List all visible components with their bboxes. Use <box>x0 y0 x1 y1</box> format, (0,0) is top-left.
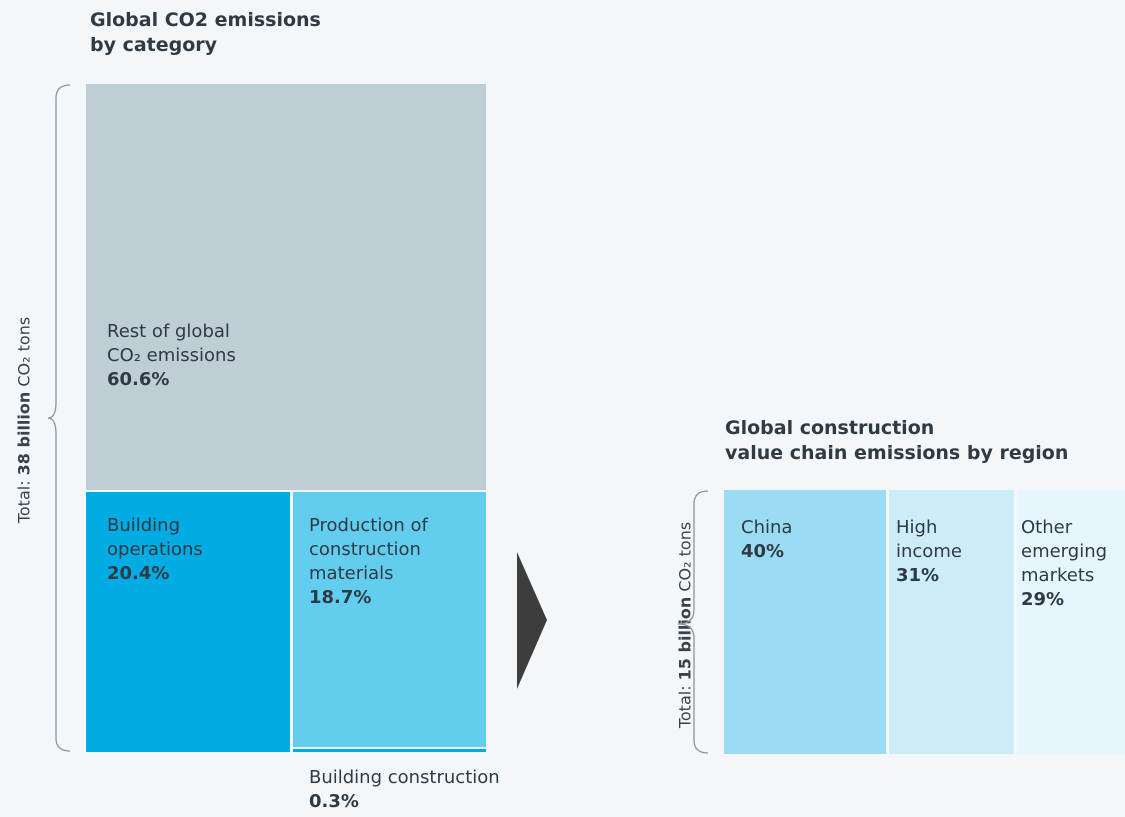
cell-label-building-construction: Building construction 0.3% <box>309 766 500 814</box>
chart2-title-line2: value chain emissions by region <box>725 442 1069 464</box>
cell-name-line: Production of <box>309 515 428 536</box>
cell-name-line: materials <box>309 563 394 584</box>
cell-label-rest-of-global: Rest of global CO₂ emissions 60.6% <box>107 320 236 392</box>
treemap-cell-production-materials: Production of construction materials 18.… <box>293 492 486 747</box>
cell-value-other-emerging-markets: 29% <box>1021 589 1065 610</box>
chart1-total-label: Total: 38 billion CO₂ tons <box>15 317 34 523</box>
treemap-cell-building-construction <box>293 749 486 752</box>
cell-name-line: income <box>896 541 962 562</box>
cell-label-china: China 40% <box>741 516 792 564</box>
chart2-total-brace <box>677 490 709 754</box>
cell-name-line: Building construction <box>309 767 500 788</box>
cell-label-building-operations: Building operations 20.4% <box>107 514 203 586</box>
cell-name-line: China <box>741 517 793 538</box>
treemap-cell-china: China 40% <box>724 490 886 754</box>
chart1-total-unit: CO₂ tons <box>14 316 34 392</box>
chart1-total-prefix: Total: <box>14 475 34 524</box>
cell-name-line: markets <box>1021 565 1095 586</box>
chart1-total-value: 38 billion <box>14 391 34 476</box>
chart2-title-line1: Global construction <box>725 417 935 439</box>
cell-name-line: Rest of global <box>107 321 230 342</box>
treemap-cell-building-operations: Building operations 20.4% <box>86 492 290 752</box>
arrow-right-icon <box>517 552 547 689</box>
chart2-title: Global construction value chain emission… <box>725 416 1068 466</box>
chart1-title-line1: Global CO2 emissions <box>90 9 321 31</box>
cell-value-china: 40% <box>741 541 785 562</box>
chart1-title-line2: by category <box>90 34 218 56</box>
treemap-cell-rest-of-global: Rest of global CO₂ emissions 60.6% <box>86 84 486 490</box>
chart1-title: Global CO2 emissions by category <box>90 8 321 58</box>
cell-label-high-income: High income 31% <box>896 516 962 588</box>
cell-label-other-emerging-markets: Other emerging markets 29% <box>1021 516 1107 612</box>
cell-name-line: High <box>896 517 938 538</box>
cell-name-line: Building <box>107 515 181 536</box>
cell-value-building-operations: 20.4% <box>107 563 170 584</box>
cell-name-line: operations <box>107 539 203 560</box>
chart1-total-brace <box>47 84 71 752</box>
cell-name-line: emerging <box>1021 541 1108 562</box>
cell-value-building-construction: 0.3% <box>309 791 359 812</box>
cell-value-production-materials: 18.7% <box>309 587 372 608</box>
cell-value-rest-of-global: 60.6% <box>107 369 170 390</box>
treemap-cell-high-income: High income 31% <box>889 490 1014 754</box>
cell-name-line: Other <box>1021 517 1073 538</box>
cell-name-line: CO₂ emissions <box>107 345 236 366</box>
cell-label-production-materials: Production of construction materials 18.… <box>309 514 428 610</box>
cell-name-line: construction <box>309 539 421 560</box>
cell-value-high-income: 31% <box>896 565 940 586</box>
treemap-cell-other-emerging-markets: Other emerging markets 29% <box>1017 490 1125 754</box>
